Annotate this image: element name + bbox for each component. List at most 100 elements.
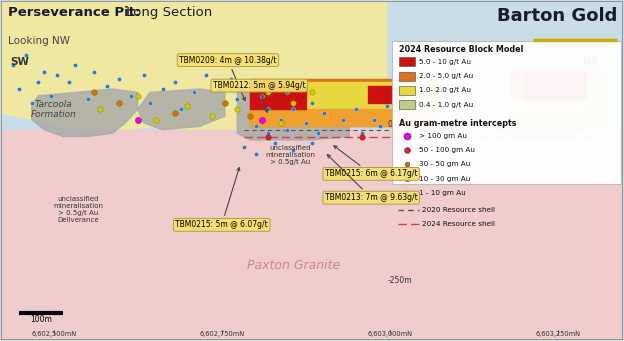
Text: 6,602,750mN: 6,602,750mN [199, 331, 244, 337]
Text: TBM0209: 4m @ 10.38g/t: TBM0209: 4m @ 10.38g/t [179, 56, 276, 101]
Point [276, 120, 286, 126]
Bar [300, 82, 412, 109]
Text: 2.0 - 5.0 g/t Au: 2.0 - 5.0 g/t Au [419, 73, 474, 79]
Point [158, 86, 168, 92]
Point [89, 90, 99, 95]
Text: 50 - 100 gm Au: 50 - 100 gm Au [419, 147, 475, 153]
Text: TBM0213: 7m @ 9.63g/t: TBM0213: 7m @ 9.63g/t [324, 154, 417, 202]
Polygon shape [138, 89, 225, 130]
Point [182, 103, 192, 109]
Point [357, 130, 367, 136]
Point [145, 100, 155, 105]
Point [152, 117, 162, 122]
Text: TBM0215: 6m @ 6.17g/t: TBM0215: 6m @ 6.17g/t [325, 146, 417, 178]
Point [382, 103, 392, 109]
Point [114, 100, 124, 105]
Point [257, 117, 267, 122]
Point [232, 97, 242, 102]
Point [263, 130, 273, 136]
Point [33, 79, 43, 85]
Point [46, 93, 56, 99]
Point [251, 124, 261, 129]
Polygon shape [237, 82, 349, 140]
Text: Perseverance Pit:: Perseverance Pit: [8, 6, 140, 19]
Text: 6,603,250mN: 6,603,250mN [535, 331, 580, 337]
Text: 0.4 - 1.0 g/t Au: 0.4 - 1.0 g/t Au [419, 102, 474, 108]
Polygon shape [1, 1, 387, 140]
Point [351, 107, 361, 112]
Bar [399, 72, 416, 80]
Point [263, 134, 273, 139]
Point [139, 73, 149, 78]
Point [213, 86, 223, 92]
Text: TBM0215: 5m @ 6.07g/t: TBM0215: 5m @ 6.07g/t [175, 167, 268, 229]
Text: Au gram-metre intercepts: Au gram-metre intercepts [399, 119, 517, 129]
Text: Long Section: Long Section [122, 6, 212, 19]
Point [245, 83, 255, 88]
Polygon shape [424, 123, 474, 133]
Point [307, 140, 317, 146]
Point [170, 79, 180, 85]
Point [282, 90, 292, 95]
Text: unclassified
mineralisation
> 0.5g/t Au: unclassified mineralisation > 0.5g/t Au [265, 145, 315, 165]
Point [133, 93, 143, 99]
Point [245, 114, 255, 119]
Point [276, 117, 286, 122]
Point [307, 100, 317, 105]
Point [263, 90, 273, 95]
Bar [399, 86, 416, 95]
Bar [250, 86, 306, 109]
Point [127, 93, 137, 99]
Text: Paxton Granite: Paxton Granite [246, 259, 340, 272]
Text: 30 - 50 gm Au: 30 - 50 gm Au [419, 161, 470, 167]
Polygon shape [499, 123, 586, 136]
Text: 6,602,500mN: 6,602,500mN [31, 331, 76, 337]
Point [71, 62, 80, 68]
Point [282, 127, 292, 132]
Text: -250m: -250m [388, 276, 412, 285]
Point [170, 110, 180, 116]
Point [369, 117, 379, 122]
Bar [511, 99, 592, 113]
Text: Tarcoola
Formation: Tarcoola Formation [31, 100, 77, 119]
Point [52, 73, 62, 78]
Point [232, 107, 242, 112]
Bar [1, 130, 623, 340]
Point [307, 90, 317, 95]
Point [251, 151, 261, 156]
Point [357, 134, 367, 139]
Point [21, 52, 31, 58]
Point [220, 100, 230, 105]
Point [263, 107, 273, 112]
Text: 1.0- 2.0 g/t Au: 1.0- 2.0 g/t Au [419, 87, 471, 93]
Bar [399, 57, 416, 66]
Point [376, 124, 386, 129]
Text: 10 - 30 gm Au: 10 - 30 gm Au [419, 176, 470, 182]
Point [188, 90, 198, 95]
Bar [399, 100, 416, 109]
Text: Looking NW: Looking NW [8, 36, 70, 46]
Point [313, 130, 323, 136]
Point [288, 100, 298, 105]
Text: 0m: 0m [388, 120, 400, 129]
Bar [511, 69, 605, 127]
Point [102, 83, 112, 88]
Point [201, 73, 211, 78]
Point [114, 76, 124, 81]
Text: > 100 gm Au: > 100 gm Au [419, 133, 467, 139]
Text: 100m: 100m [30, 315, 52, 324]
Text: 2024 Resource Block Model: 2024 Resource Block Model [399, 45, 524, 55]
Point [27, 100, 37, 105]
Point [270, 79, 280, 85]
Point [338, 117, 348, 122]
Bar [368, 86, 406, 103]
Point [270, 140, 280, 146]
Bar [511, 113, 605, 127]
Point [176, 107, 186, 112]
Text: NE: NE [583, 57, 598, 67]
Bar [586, 69, 605, 127]
Bar [412, 82, 437, 127]
Point [257, 93, 267, 99]
Text: 2024 Resource shell: 2024 Resource shell [422, 221, 495, 227]
Bar [392, 42, 621, 184]
